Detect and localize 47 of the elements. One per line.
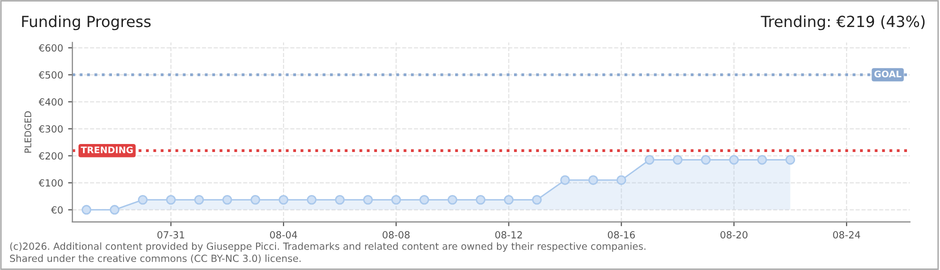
x-tick-label: 08-20 [720, 231, 748, 238]
point [700, 154, 711, 165]
point [278, 194, 288, 205]
point [363, 194, 373, 205]
y-tick-label: €500 [38, 71, 63, 79]
text: Shared under the creative commons (CC BY-NC 3.0) license. [10, 254, 301, 264]
point [757, 154, 767, 165]
chart-title: Funding Progress [22, 15, 151, 30]
ref-line-label: TRENDING [80, 146, 133, 154]
x-tick-label: 08-12 [495, 231, 522, 238]
point [138, 194, 148, 205]
y-tick-label: €100 [38, 179, 63, 187]
point [476, 194, 486, 205]
ref-line-label: GOAL [874, 70, 902, 78]
point [82, 204, 92, 215]
point [532, 194, 542, 205]
point [504, 194, 514, 205]
point [672, 154, 683, 165]
y-axis-title: PLEDGED [24, 111, 32, 153]
x-tick-label: 08-04 [270, 231, 298, 238]
y-tick-label: €600 [38, 44, 63, 52]
point [729, 154, 739, 165]
point [419, 194, 430, 205]
point [391, 194, 401, 205]
point [306, 194, 317, 205]
y-tick-label: €400 [38, 98, 63, 106]
point [588, 175, 598, 185]
point [560, 175, 570, 185]
x-tick-label: 07-31 [157, 231, 184, 238]
point [194, 194, 204, 205]
text: (c)2026. Additional content provided by Giuseppe Picci. Trademarks and related content are owned by their respective companies. [10, 242, 646, 252]
x-tick-label: 08-08 [382, 231, 410, 238]
point [644, 154, 654, 165]
y-tick-label: €200 [38, 152, 63, 160]
x-tick-label: 08-24 [833, 231, 860, 238]
point [448, 194, 458, 205]
point [616, 175, 626, 185]
point [250, 194, 260, 205]
point [166, 194, 176, 205]
point [110, 204, 120, 215]
point [785, 154, 796, 165]
point [334, 194, 345, 205]
y-tick-label: €300 [38, 125, 63, 133]
x-tick-label: 08-16 [608, 231, 635, 238]
point [222, 194, 232, 205]
chart-subtitle: Trending: €219 (43%) [760, 15, 925, 30]
y-tick-label: €0 [50, 206, 63, 214]
